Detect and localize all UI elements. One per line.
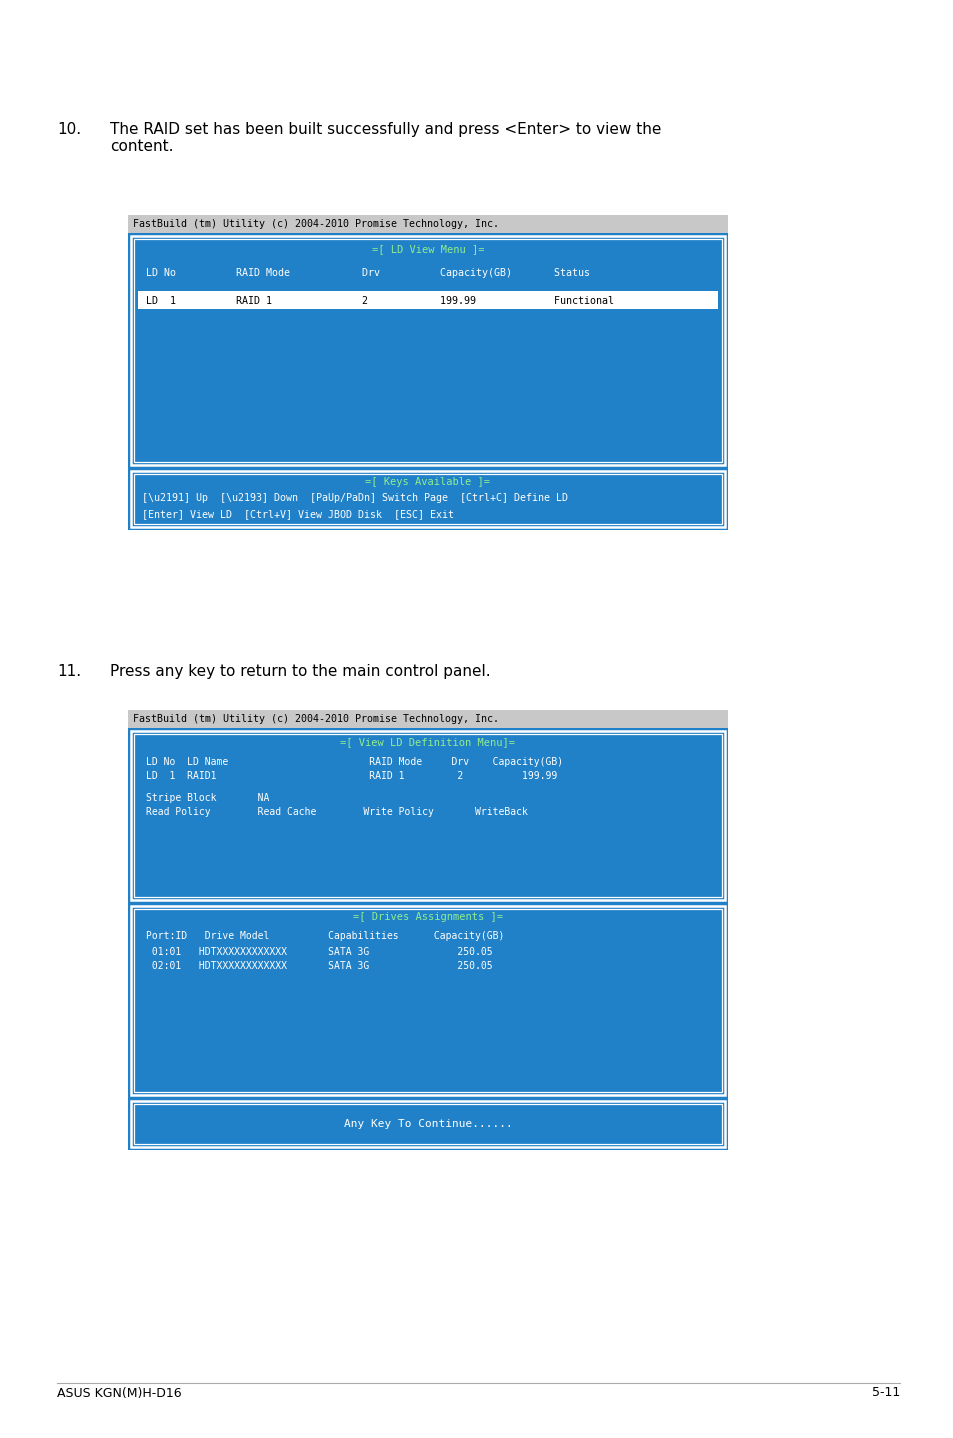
Text: 01:01   HDTXXXXXXXXXXXX       SATA 3G               250.05: 01:01 HDTXXXXXXXXXXXX SATA 3G 250.05 (146, 948, 492, 958)
Text: Stripe Block       NA: Stripe Block NA (146, 792, 269, 802)
Text: Read Policy        Read Cache        Write Policy       WriteBack: Read Policy Read Cache Write Policy Writ… (146, 807, 527, 817)
Bar (133, 475, 721, 523)
Text: =[ Drives Assignments ]=: =[ Drives Assignments ]= (353, 912, 502, 922)
Bar (128, 728, 727, 903)
Bar (131, 472, 724, 526)
Text: Any Key To Continue......: Any Key To Continue...... (343, 1119, 512, 1129)
Text: 10.: 10. (57, 122, 81, 137)
Text: Port:ID   Drive Model          Capabilities      Capacity(GB): Port:ID Drive Model Capabilities Capacit… (146, 930, 504, 940)
Bar (131, 1102, 724, 1148)
Text: 02:01   HDTXXXXXXXXXXXX       SATA 3G               250.05: 02:01 HDTXXXXXXXXXXXX SATA 3G 250.05 (146, 961, 492, 971)
Text: FastBuild (tm) Utility (c) 2004-2010 Promise Technology, Inc.: FastBuild (tm) Utility (c) 2004-2010 Pro… (132, 715, 498, 723)
Text: [Enter] View LD  [Ctrl+V] View JBOD Disk  [ESC] Exit: [Enter] View LD [Ctrl+V] View JBOD Disk … (142, 509, 454, 519)
Bar (128, 216, 727, 233)
Text: FastBuild (tm) Utility (c) 2004-2010 Promise Technology, Inc.: FastBuild (tm) Utility (c) 2004-2010 Pro… (132, 219, 498, 229)
Text: =[ LD View Menu ]=: =[ LD View Menu ]= (372, 244, 484, 255)
Bar (128, 903, 727, 1099)
Bar (138, 290, 718, 309)
Text: 11.: 11. (57, 664, 81, 679)
Text: 5-11: 5-11 (871, 1386, 899, 1399)
Bar (133, 239, 721, 462)
Bar (133, 1104, 721, 1145)
Bar (131, 906, 724, 1094)
Bar (131, 731, 724, 900)
Text: The RAID set has been built successfully and press <Enter> to view the
content.: The RAID set has been built successfully… (110, 122, 660, 154)
Bar (128, 1099, 727, 1150)
Bar (131, 236, 724, 464)
Text: Press any key to return to the main control panel.: Press any key to return to the main cont… (110, 664, 490, 679)
Text: LD No          RAID Mode            Drv          Capacity(GB)       Status: LD No RAID Mode Drv Capacity(GB) Status (146, 267, 589, 278)
Text: LD No  LD Name                        RAID Mode     Drv    Capacity(GB): LD No LD Name RAID Mode Drv Capacity(GB) (146, 756, 562, 766)
Bar (128, 233, 727, 467)
Bar (133, 909, 721, 1091)
Text: LD  1          RAID 1               2            199.99             Functional: LD 1 RAID 1 2 199.99 Functional (146, 296, 614, 306)
Text: =[ View LD Definition Menu]=: =[ View LD Definition Menu]= (340, 738, 515, 746)
Text: ASUS KGN(M)H-D16: ASUS KGN(M)H-D16 (57, 1386, 181, 1399)
Text: =[ Keys Available ]=: =[ Keys Available ]= (365, 477, 490, 487)
Bar (128, 710, 727, 728)
Text: [\u2191] Up  [\u2193] Down  [PaUp/PaDn] Switch Page  [Ctrl+C] Define LD: [\u2191] Up [\u2193] Down [PaUp/PaDn] Sw… (142, 493, 567, 503)
Text: LD  1  RAID1                          RAID 1         2          199.99: LD 1 RAID1 RAID 1 2 199.99 (146, 771, 557, 781)
Bar (128, 467, 727, 531)
Bar (133, 733, 721, 897)
